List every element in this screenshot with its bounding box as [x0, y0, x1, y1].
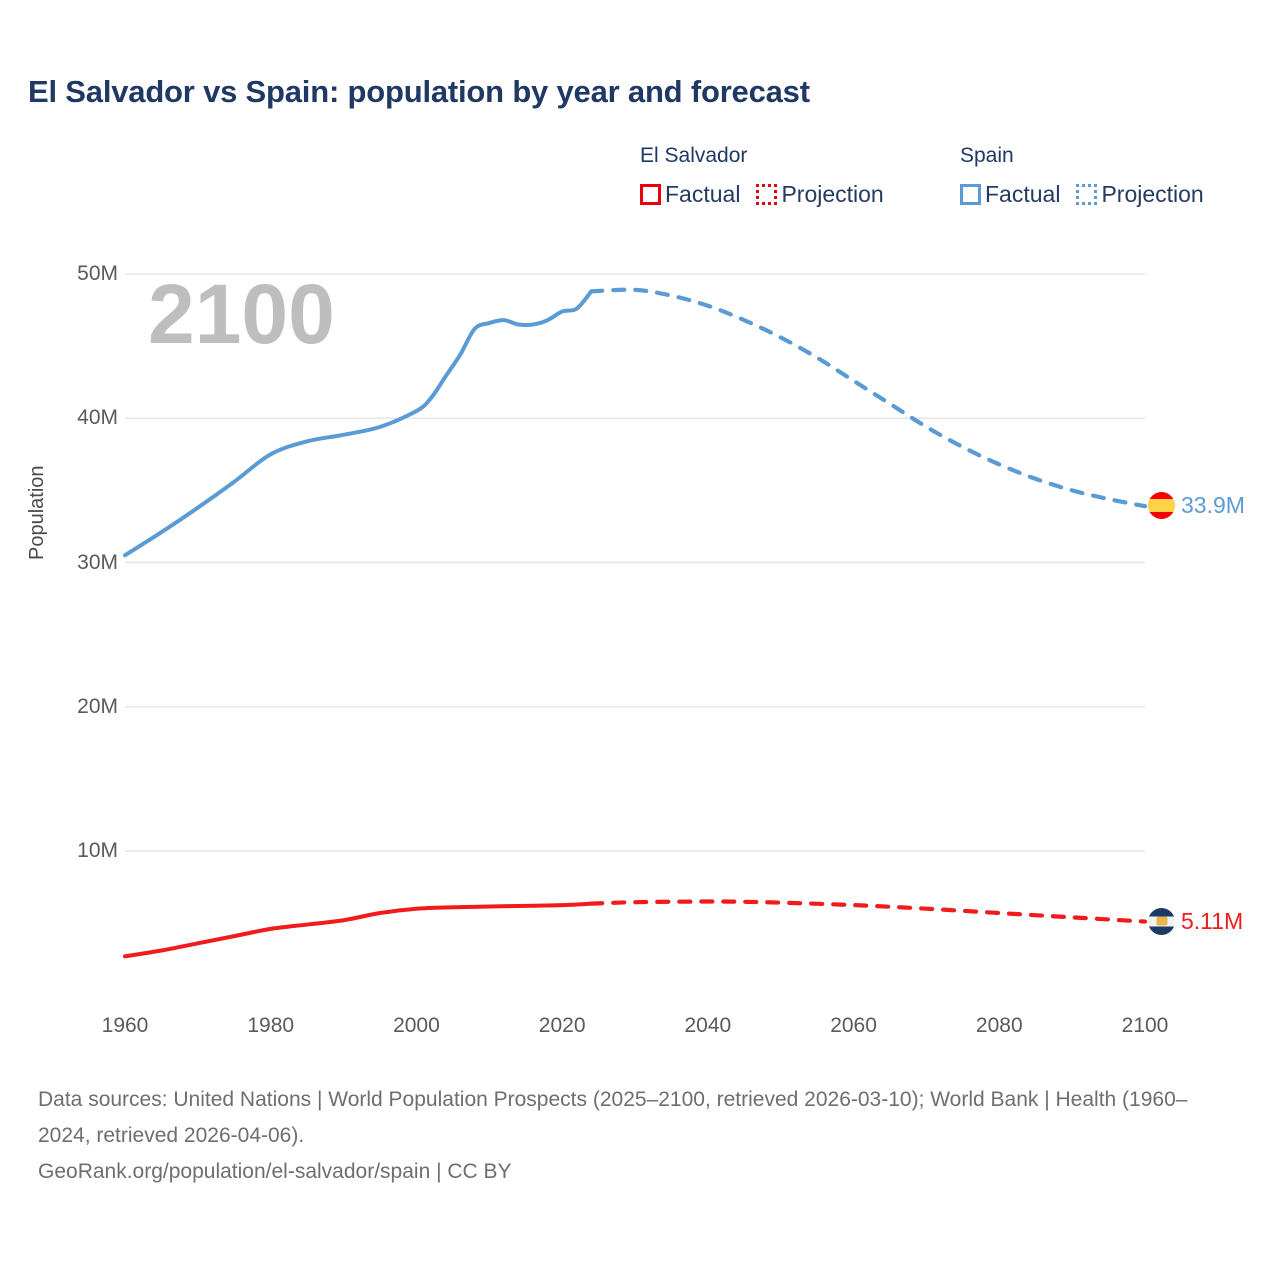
- y-axis-tick-label: 40M: [77, 406, 118, 430]
- legend-label: Projection: [781, 181, 884, 207]
- chart-legend: El Salvador Factual Projection Spain Fac…: [640, 143, 1260, 223]
- spain-flag-icon: [1148, 492, 1175, 520]
- end-label-spain: 33.9M: [1148, 492, 1245, 520]
- end-value-el-salvador: 5.11M: [1181, 907, 1244, 934]
- x-axis-tick-label: 1980: [247, 1014, 295, 1037]
- legend-label: Projection: [1101, 181, 1204, 207]
- projection-line-el-salvador: [589, 899, 1148, 924]
- legend-group-el-salvador: El Salvador Factual Projection: [640, 143, 884, 208]
- y-axis-tick-label: 50M: [77, 262, 118, 285]
- legend-group-title-spain: Spain: [960, 144, 1014, 167]
- end-value-spain: 33.9M: [1181, 492, 1245, 519]
- legend-group-spain: Spain Factual Projection: [960, 143, 1204, 208]
- attribution-text: GeoRank.org/population/el-salvador/spain…: [38, 1160, 512, 1183]
- y-axis-tick-label: 30M: [77, 550, 118, 574]
- legend-swatch-dotted-icon: [756, 184, 778, 205]
- legend-label: Factual: [665, 181, 741, 207]
- y-axis-title: Population: [26, 465, 48, 560]
- projection-line-spain: [589, 287, 1148, 509]
- year-watermark: 2100: [148, 267, 335, 361]
- data-series-layer: [123, 287, 1148, 959]
- page-title: El Salvador vs Spain: population by year…: [28, 74, 810, 109]
- x-axis-tick-label: 2040: [684, 1014, 732, 1037]
- gridlines: [125, 273, 1145, 852]
- x-axis-tick-label: 2000: [393, 1014, 440, 1037]
- end-label-el-salvador: 5.11M: [1148, 907, 1244, 935]
- legend-label: Factual: [985, 181, 1061, 207]
- legend-swatch-solid-icon: [960, 184, 981, 205]
- legend-group-title-el-salvador: El Salvador: [640, 144, 748, 167]
- legend-item-spain-factual[interactable]: Factual: [960, 181, 1060, 208]
- el-salvador-emblem-icon: [1156, 916, 1167, 926]
- legend-item-el-salvador-factual[interactable]: Factual: [640, 181, 740, 208]
- el-salvador-flag-icon: [1148, 907, 1175, 935]
- data-sources-text: Data sources: United Nations | World Pop…: [38, 1088, 1188, 1147]
- x-axis-tick-label: 2080: [975, 1014, 1023, 1037]
- legend-item-spain-projection[interactable]: Projection: [1076, 181, 1204, 208]
- y-axis-tick-label: 10M: [77, 839, 118, 862]
- legend-swatch-solid-icon: [640, 184, 661, 205]
- legend-swatch-dotted-icon: [1076, 184, 1098, 205]
- x-axis-tick-label: 2060: [830, 1014, 877, 1037]
- factual-line-spain: [123, 289, 594, 558]
- x-axis-tick-label: 1960: [101, 1014, 149, 1037]
- x-axis-tick-label: 2020: [538, 1014, 586, 1037]
- legend-item-el-salvador-projection[interactable]: Projection: [756, 181, 884, 208]
- factual-line-el-salvador: [123, 901, 594, 959]
- footer: Data sources: United Nations | World Pop…: [38, 1082, 1228, 1190]
- x-axis-tick-label: 2100: [1121, 1014, 1169, 1037]
- y-axis-tick-label: 20M: [77, 694, 118, 718]
